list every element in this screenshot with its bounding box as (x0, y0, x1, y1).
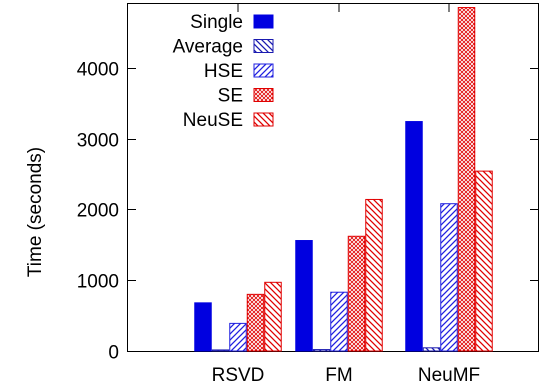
y-tick-label: 4000 (77, 60, 119, 81)
plot-area: 0 1000 2000 3000 4000 RSVD FM NeuMF (77, 3, 539, 385)
legend-label: NeuSE (183, 110, 243, 131)
bar-hse-fm (330, 291, 348, 352)
bar-neuse-fm (365, 198, 383, 352)
legend-swatch (253, 88, 274, 102)
plot-frame (127, 3, 539, 352)
y-tick-label: 1000 (77, 272, 119, 293)
legend-label: SE (218, 86, 243, 107)
legend-item-hse: HSE (204, 61, 274, 82)
bar-hse-rsvd (229, 322, 247, 352)
bar-average-rsvd (211, 349, 230, 352)
bars (194, 7, 493, 352)
legend-swatch (253, 112, 274, 127)
legend-item-se: SE (218, 86, 274, 107)
legend-label: Average (173, 37, 243, 58)
bar-single-fm (295, 240, 313, 352)
legend-label: HSE (204, 61, 243, 82)
y-tick-label: 2000 (77, 201, 119, 222)
x-tick-label: RSVD (212, 365, 265, 385)
bar-se-neumf (457, 7, 476, 352)
legend-item-single: Single (190, 12, 274, 33)
bar-single-rsvd (194, 302, 212, 352)
legend-swatch (253, 14, 274, 29)
bar-average-fm (312, 349, 331, 352)
bar-se-rsvd (246, 293, 265, 352)
legend-swatch (253, 39, 274, 53)
y-axis-ticks: 0 1000 2000 3000 4000 (77, 60, 538, 364)
bar-neuse-rsvd (264, 281, 282, 352)
y-axis-title: Time (seconds) (25, 147, 46, 277)
bar-average-neumf (422, 347, 441, 352)
legend-item-average: Average (173, 37, 274, 58)
bar-hse-neumf (440, 203, 458, 352)
x-tick-label: FM (325, 365, 352, 385)
y-tick-label: 0 (108, 343, 119, 364)
legend: Single Average HSE SE NeuSE (173, 12, 274, 131)
legend-swatch (253, 63, 274, 78)
y-tick-label: 3000 (77, 131, 119, 152)
bar-neuse-neumf (475, 170, 493, 352)
x-tick-label: NeuMF (418, 365, 480, 385)
legend-item-neuse: NeuSE (183, 110, 274, 131)
legend-label: Single (190, 12, 243, 33)
bar-single-neumf (405, 121, 423, 352)
bar-se-fm (347, 235, 366, 352)
